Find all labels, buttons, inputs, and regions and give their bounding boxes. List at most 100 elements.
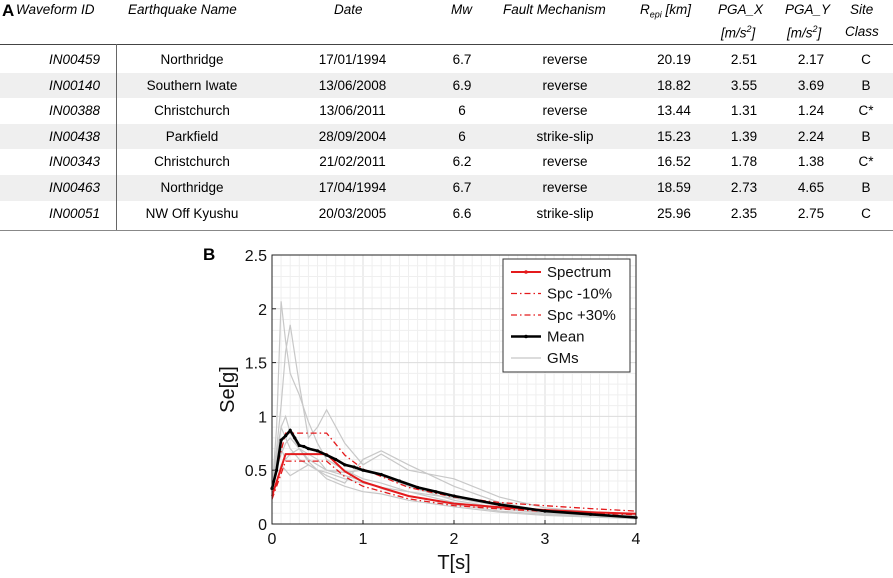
x-tick-label: 2 (450, 531, 459, 548)
y-axis-label: Se[g] (217, 366, 239, 413)
table-row: IN00463 Northridge 17/04/1994 6.7 reverse 18.… (0, 175, 893, 201)
legend-box (502, 258, 631, 373)
mean-point (279, 438, 283, 442)
cell-pga-x: 2.73 (730, 180, 758, 195)
mean-point (397, 479, 401, 483)
y-tick-label: 0.5 (245, 463, 267, 480)
cell-earthquake-name: Southern Iwate (146, 77, 238, 93)
mean-point (293, 436, 297, 440)
cell-repi: 18.82 (657, 77, 691, 93)
cell-mw: 6.2 (452, 154, 472, 170)
cell-site-class: C* (858, 103, 874, 119)
cell-fault-mechanism: reverse (542, 154, 588, 170)
cell-site-class: B (861, 128, 871, 144)
x-axis-label: T[s] (437, 552, 470, 574)
mean-point (379, 472, 383, 477)
panel-b-label: B (203, 245, 216, 264)
header-earthquake-name: Earthquake Name (128, 2, 237, 17)
cell-pga-y: 2.24 (797, 128, 825, 144)
mean-point (284, 434, 288, 438)
mean-point (588, 512, 593, 516)
chart-legend: Spectrum Spc -10% Spc +30% Mean GMs (502, 258, 631, 373)
mean-point (325, 453, 329, 457)
mean-point (315, 449, 320, 453)
mean-point (434, 490, 438, 494)
cell-fault-mechanism: strike-slip (536, 128, 594, 144)
table-row: IN00388 Christchurch 13/06/2011 6 reverse 13.… (0, 98, 893, 124)
x-tick-label: 1 (359, 531, 368, 548)
cell-site-class: C (861, 205, 871, 221)
cell-pga-x: 3.55 (730, 77, 758, 93)
legend-marker (524, 334, 528, 339)
x-tick-label: 0 (268, 531, 277, 548)
table-row: IN00343 Christchurch 21/02/2011 6.2 reverse 1… (0, 149, 893, 175)
header-mw: Mw (451, 2, 472, 17)
header-divider (0, 44, 893, 45)
cell-repi: 13.44 (657, 103, 691, 119)
cell-repi: 16.52 (657, 154, 691, 170)
series-gm-7 (271, 425, 637, 518)
cell-site-class: B (861, 77, 871, 93)
header-pga-x: PGA_X (718, 2, 764, 17)
cell-pga-y: 2.17 (797, 52, 825, 67)
y-tick-label: 2 (258, 302, 267, 319)
cell-mw: 6.6 (452, 205, 472, 221)
cell-waveform-id: IN00438 (48, 128, 100, 144)
table-bottom-border (0, 230, 893, 231)
mean-series-group (270, 428, 638, 520)
mean-point (352, 465, 356, 469)
mean-point (297, 443, 301, 448)
cell-pga-x: 1.31 (730, 103, 758, 119)
cell-fault-mechanism: reverse (542, 77, 588, 93)
cell-pga-y: 1.38 (797, 154, 825, 170)
header-pga-y-unit: [m/s2] (787, 24, 822, 41)
table-row: IN00140 Southern Iwate 13/06/2008 6.9 revers… (0, 72, 893, 99)
series-gm-4 (271, 463, 637, 520)
id-column-divider (116, 44, 117, 230)
cell-earthquake-name: Northridge (160, 180, 224, 195)
waveform-table: A Waveform ID Earthquake Name Date Mw Fa… (0, 0, 893, 232)
table-row: IN00051 NW Off Kyushu 20/03/2005 6.6 strike-… (0, 201, 893, 227)
legend-marker (524, 270, 528, 274)
cell-earthquake-name: Christchurch (154, 103, 230, 119)
mean-point (343, 463, 347, 467)
cell-pga-y: 4.65 (797, 180, 825, 195)
cell-site-class: B (861, 180, 871, 195)
mean-point (334, 457, 338, 462)
x-tick-label: 4 (632, 531, 641, 548)
table-row: IN00459 Northridge 17/01/1994 6.7 reverse 20.… (0, 47, 893, 73)
cell-waveform-id: IN00140 (48, 77, 100, 93)
cell-pga-x: 2.35 (730, 205, 758, 221)
table-row: IN00438 Parkfield 28/09/2004 6 strike-slip 15… (0, 123, 893, 150)
cell-date: 17/04/1994 (318, 180, 387, 195)
cell-fault-mechanism: strike-slip (536, 205, 594, 221)
cell-date: 17/01/1994 (318, 52, 387, 67)
cell-earthquake-name: NW Off Kyushu (145, 205, 239, 221)
cell-earthquake-name: Parkfield (165, 128, 219, 144)
cell-pga-x: 1.78 (730, 154, 758, 170)
mean-point (543, 509, 547, 513)
x-tick-label: 3 (541, 531, 550, 548)
series-spc-30 (271, 432, 637, 512)
cell-repi: 18.59 (657, 180, 691, 195)
cell-mw: 6.7 (452, 180, 472, 195)
axis-ticks: 0 1 2 3 4 0 0.5 1 1.5 2 2.5 (245, 248, 641, 548)
mean-point (288, 428, 292, 432)
mean-point (302, 444, 306, 449)
header-pga-x-unit: [m/s2] (721, 24, 756, 41)
cell-waveform-id: IN00051 (48, 205, 100, 221)
header-fault-mechanism: Fault Mechanism (503, 2, 606, 17)
cell-site-class: C (861, 52, 871, 67)
legend-label: Spectrum (547, 264, 611, 281)
header-repi: Repi [km] (640, 2, 692, 20)
cell-date: 28/09/2004 (318, 128, 387, 144)
cell-pga-y: 1.24 (797, 103, 825, 119)
cell-fault-mechanism: reverse (542, 180, 588, 195)
cell-mw: 6.7 (452, 52, 472, 67)
cell-waveform-id: IN00463 (48, 180, 100, 195)
legend-label: GMs (547, 350, 579, 367)
header-site-class: Class (845, 24, 879, 39)
cell-fault-mechanism: reverse (542, 103, 588, 119)
cell-waveform-id: IN00388 (48, 103, 100, 119)
cell-pga-x: 2.51 (730, 52, 758, 67)
